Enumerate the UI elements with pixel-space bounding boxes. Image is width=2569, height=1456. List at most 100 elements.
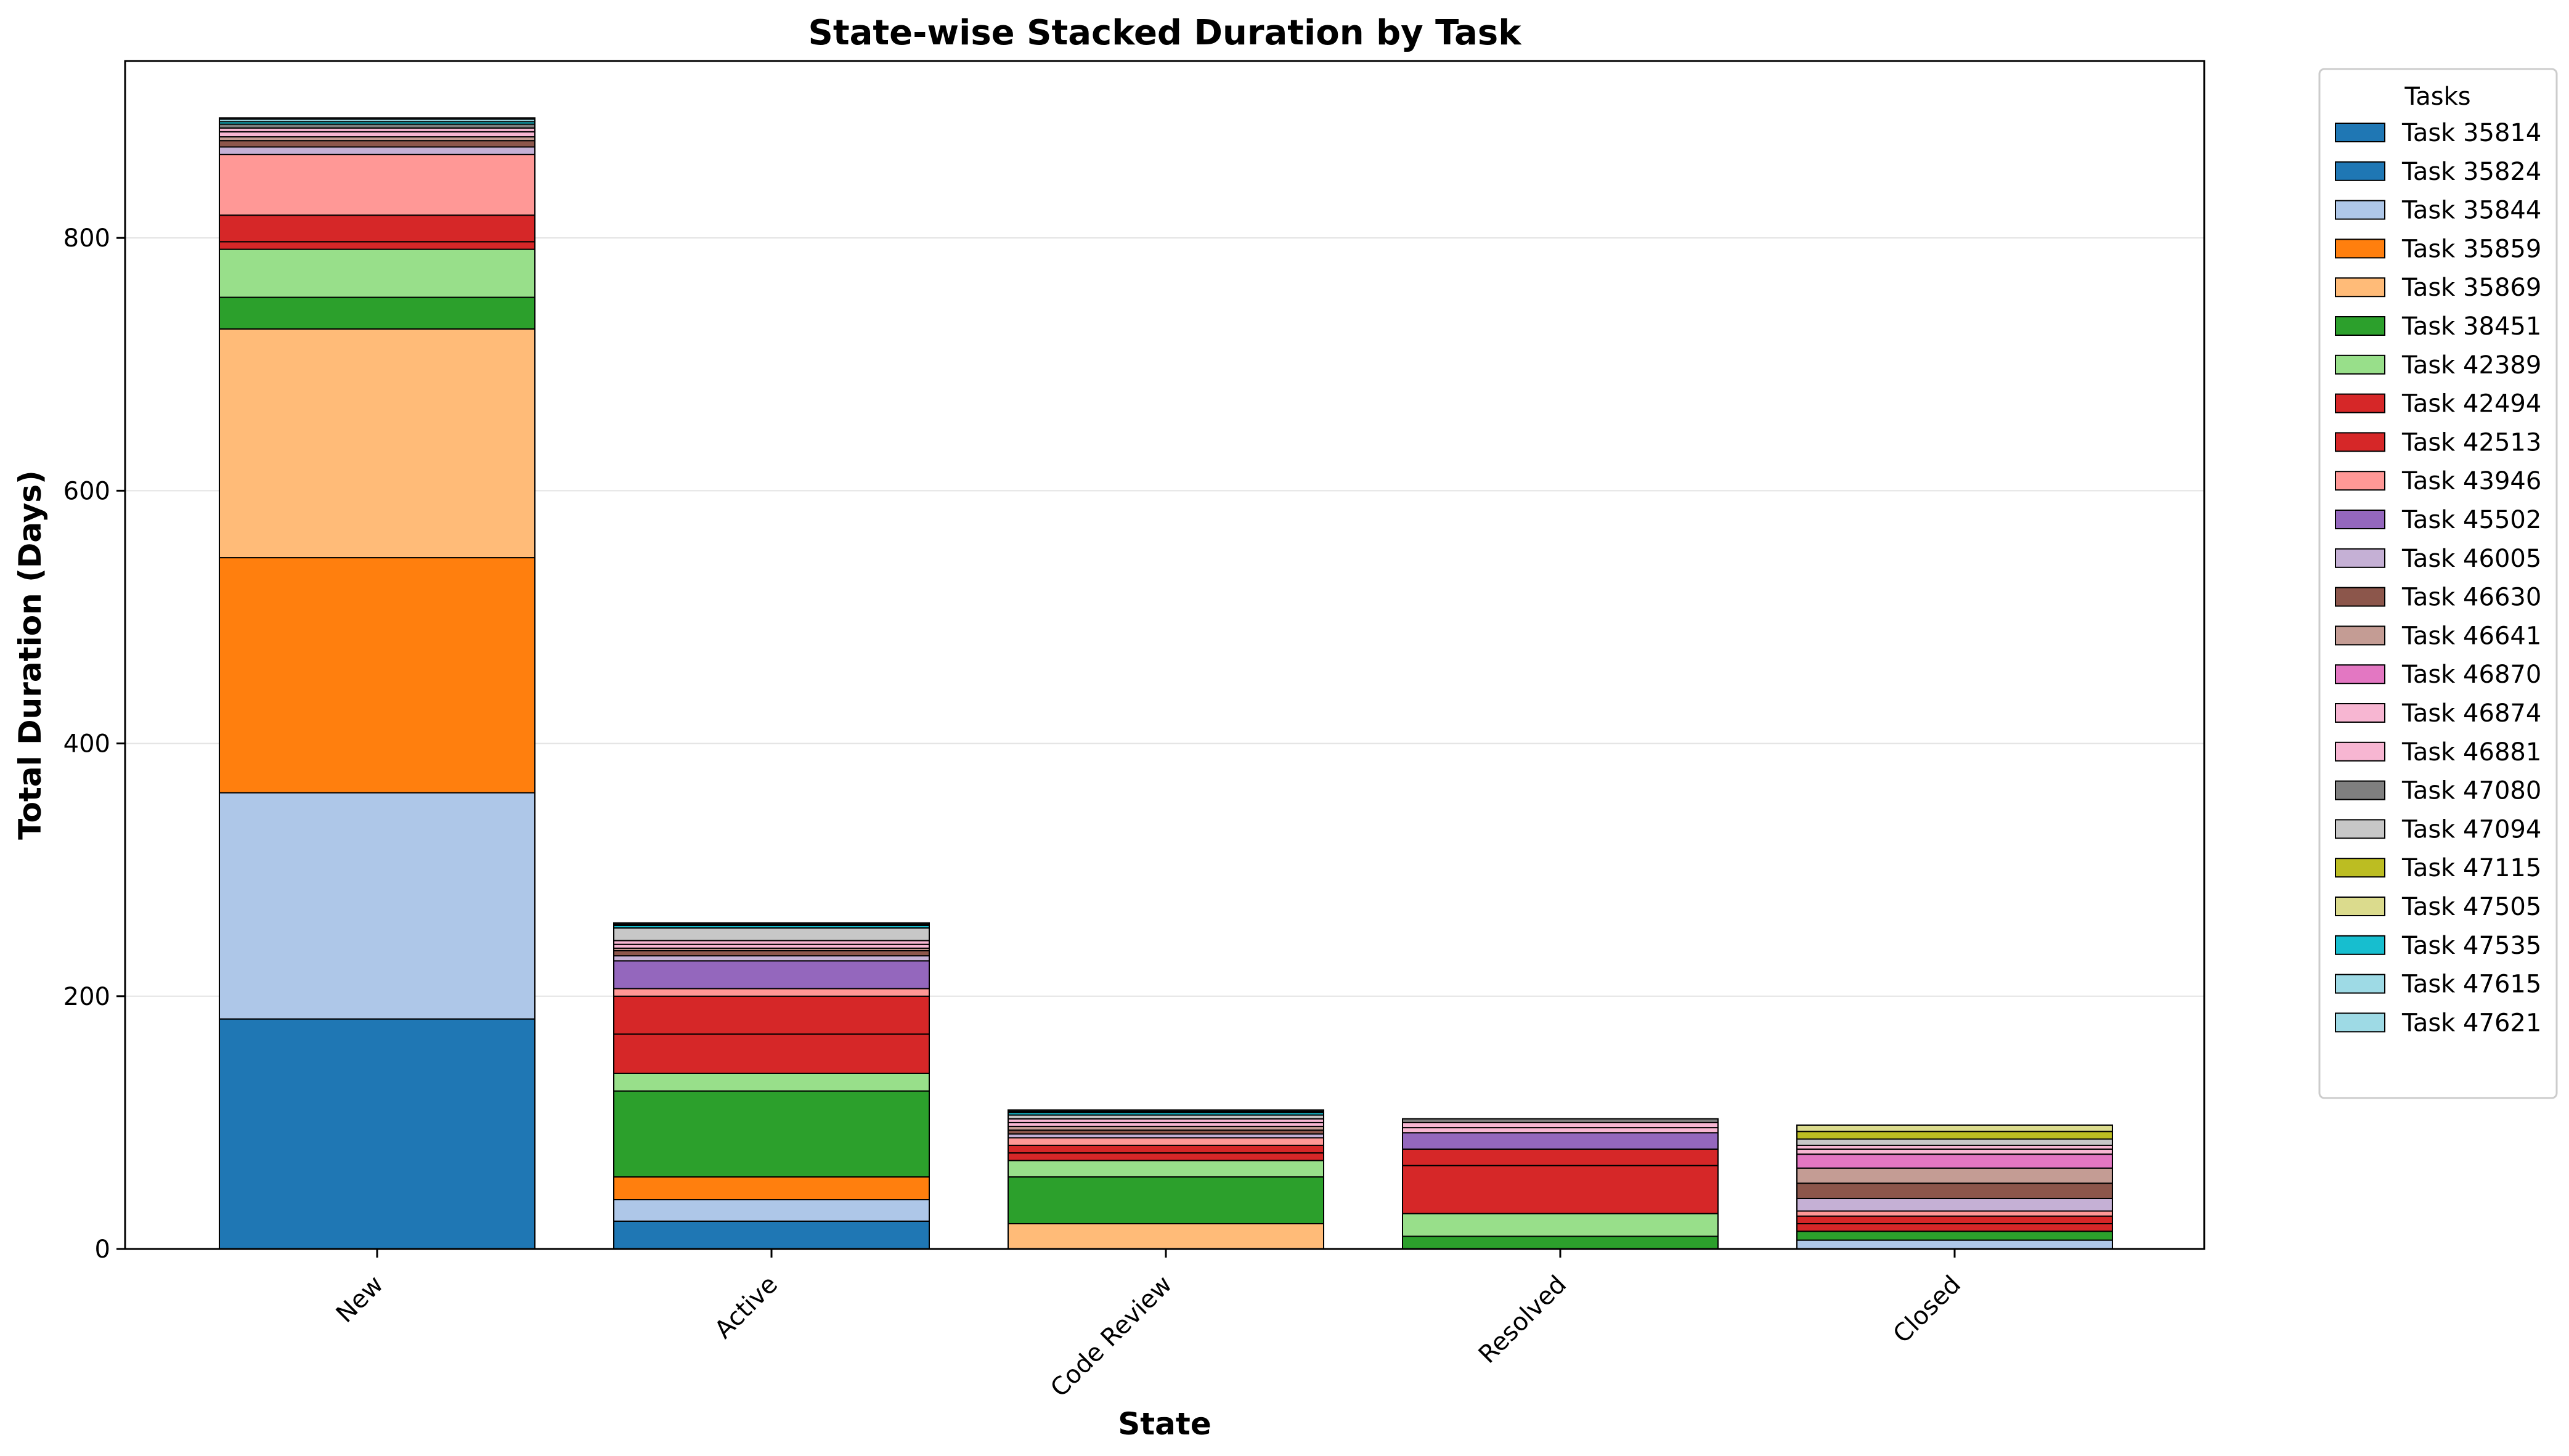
bar-segment <box>1796 1131 2113 1140</box>
legend-label: Task 45502 <box>2401 506 2541 534</box>
legend-label: Task 47505 <box>2401 893 2541 921</box>
bar-segment <box>1008 1152 1324 1161</box>
bar-segment <box>1796 1239 2113 1250</box>
bar-segment <box>1796 1153 2113 1169</box>
bar-segment <box>613 995 930 1035</box>
bar-segment <box>219 131 535 138</box>
x-tick-label: Resolved <box>1473 1271 1572 1369</box>
legend-swatch <box>2335 1012 2385 1033</box>
legend-label: Task 35844 <box>2401 197 2541 225</box>
legend-swatch <box>2335 664 2385 685</box>
legend-label: Task 47535 <box>2401 932 2541 960</box>
bar-segment <box>1402 1165 1719 1214</box>
legend-swatch <box>2335 858 2385 878</box>
bar-segment <box>219 328 535 559</box>
bar-segment <box>1796 1197 2113 1212</box>
legend-label: Task 42513 <box>2401 428 2541 457</box>
bar-segment <box>1008 1109 1324 1112</box>
bar-segment <box>219 146 535 155</box>
legend-swatch <box>2335 703 2385 723</box>
legend-swatch <box>2335 123 2385 142</box>
bar-segment <box>219 140 535 148</box>
bar-segment <box>1796 1182 2113 1199</box>
legend-label: Task 46641 <box>2401 622 2541 650</box>
bar-segment <box>219 241 535 250</box>
bar-segment <box>613 1176 930 1201</box>
legend-swatch <box>2335 625 2385 646</box>
bar-segment <box>1402 1127 1719 1134</box>
legend-swatch <box>2335 354 2385 375</box>
bar-segment <box>613 950 930 957</box>
x-axis: New Active Code Review Resolved Closed <box>331 1249 1966 1402</box>
legend-title: Tasks <box>2404 83 2470 111</box>
bar-segment <box>1008 1160 1324 1178</box>
legend-swatch <box>2335 935 2385 955</box>
legend-swatch <box>2335 432 2385 452</box>
bar-segment <box>613 988 930 997</box>
bar-segment <box>219 1018 535 1250</box>
bar-segment <box>1402 1118 1719 1123</box>
legend-label: Task 35859 <box>2401 235 2541 263</box>
bar-segment <box>1796 1138 2113 1146</box>
bar-segment <box>613 1033 930 1074</box>
legend-swatch <box>2335 819 2385 839</box>
legend-label: Task 42494 <box>2401 390 2541 418</box>
legend-swatch <box>2335 161 2385 181</box>
bar-segment <box>1402 1213 1719 1237</box>
bar-segment <box>613 922 930 925</box>
y-tick-label: 600 <box>63 477 110 505</box>
bar-segment <box>1402 1132 1719 1150</box>
chart-title: State-wise Stacked Duration by Task <box>808 13 1523 53</box>
bar-segment <box>1008 1144 1324 1154</box>
bar-segment <box>1796 1167 2113 1184</box>
bar-segment <box>219 214 535 243</box>
bar-segment <box>613 1072 930 1092</box>
legend-swatch <box>2335 897 2385 916</box>
bar-segment <box>219 117 535 120</box>
legend-label: Task 47094 <box>2401 815 2541 844</box>
bars <box>219 117 2113 1250</box>
x-tick-label: Closed <box>1888 1271 1967 1349</box>
legend-swatch <box>2335 741 2385 762</box>
legend-label: Task 47621 <box>2401 1009 2541 1037</box>
legend: Tasks Task 35814 Task 35824 Task 35844 Task… <box>2318 68 2558 1099</box>
y-tick-label: 0 <box>95 1235 110 1264</box>
bar-segment <box>1402 1121 1719 1129</box>
legend-label: Task 47080 <box>2401 777 2541 805</box>
legend-label: Task 46874 <box>2401 699 2541 728</box>
bar-segment <box>613 1090 930 1178</box>
legend-label: Task 43946 <box>2401 467 2541 495</box>
x-tick-label: New <box>331 1271 389 1328</box>
bar-segment <box>1008 1137 1324 1146</box>
bar-segment <box>219 248 535 298</box>
bar-segment <box>1402 1148 1719 1166</box>
bar-segment <box>613 1220 930 1250</box>
bar-segment <box>613 960 930 990</box>
y-tick-label: 200 <box>63 983 110 1011</box>
bar-segment <box>1796 1124 2113 1133</box>
bar-segment <box>1796 1222 2113 1232</box>
legend-swatch <box>2335 587 2385 607</box>
bar-segment <box>219 557 535 794</box>
bar-segment <box>1796 1148 2113 1155</box>
legend-label: Task 47615 <box>2401 970 2541 999</box>
legend-swatch <box>2335 510 2385 529</box>
y-axis: 0 200 400 600 800 <box>63 224 125 1264</box>
bar-segment <box>1796 1210 2113 1217</box>
y-tick-label: 800 <box>63 224 110 253</box>
bar-segment <box>1402 1235 1719 1250</box>
bar-segment <box>219 296 535 330</box>
legend-label: Task 46870 <box>2401 661 2541 689</box>
x-tick-label: Code Review <box>1045 1271 1178 1403</box>
legend-label: Task 47115 <box>2401 854 2541 882</box>
legend-label: Task 38451 <box>2401 312 2541 341</box>
x-tick-label: Active <box>709 1271 783 1344</box>
bar-segment <box>613 955 930 962</box>
legend-label: Task 35869 <box>2401 274 2541 302</box>
legend-label: Task 46881 <box>2401 738 2541 767</box>
bar-segment <box>613 1199 930 1222</box>
legend-swatch <box>2335 277 2385 298</box>
legend-label: Task 42389 <box>2401 351 2541 380</box>
legend-swatch <box>2335 780 2385 800</box>
